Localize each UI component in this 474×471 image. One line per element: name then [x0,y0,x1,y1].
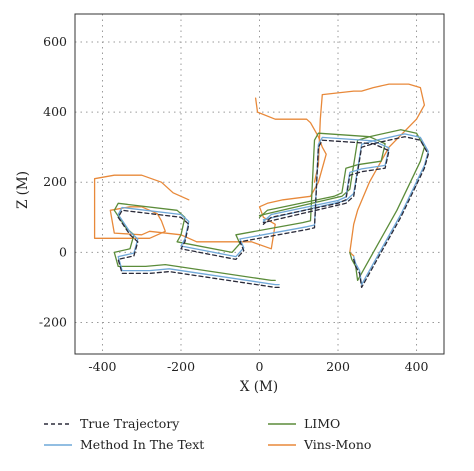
series-line-vins [313,83,426,257]
y-tick-label: -200 [39,314,67,329]
legend-label: Vins-Mono [303,437,371,452]
x-tick-label: -400 [88,359,116,374]
y-tick-label: 0 [59,244,67,259]
x-tick-label: 0 [256,359,264,374]
series-line-method [117,136,390,286]
x-tick-label: -200 [167,359,195,374]
y-tick-label: 200 [43,174,67,189]
series-line-true-trajectory [262,136,429,289]
x-tick-label: 200 [326,359,350,374]
y-tick-label: 400 [43,104,67,119]
legend-label: Method In The Text [80,437,204,452]
series-line-limo [113,132,386,282]
y-tick-label: 600 [43,34,67,49]
tick-labels: -400 -200 0 200 400 -200 0 200 400 600 [39,34,429,374]
x-axis-label: X (M) [240,379,278,395]
plot-frame [74,13,445,355]
series-line-true-trajectory [117,139,390,289]
grid [75,14,444,354]
x-tick-label: 400 [405,359,429,374]
series-line-limo [258,129,426,282]
y-axis-label: Z (M) [15,171,31,209]
legend-label: True Trajectory [80,416,180,431]
legend: True Trajectory LIMO Method In The Text Vin… [44,416,371,452]
legend-label: LIMO [304,416,340,431]
series-group [93,83,429,289]
series-line-vins [93,97,327,250]
